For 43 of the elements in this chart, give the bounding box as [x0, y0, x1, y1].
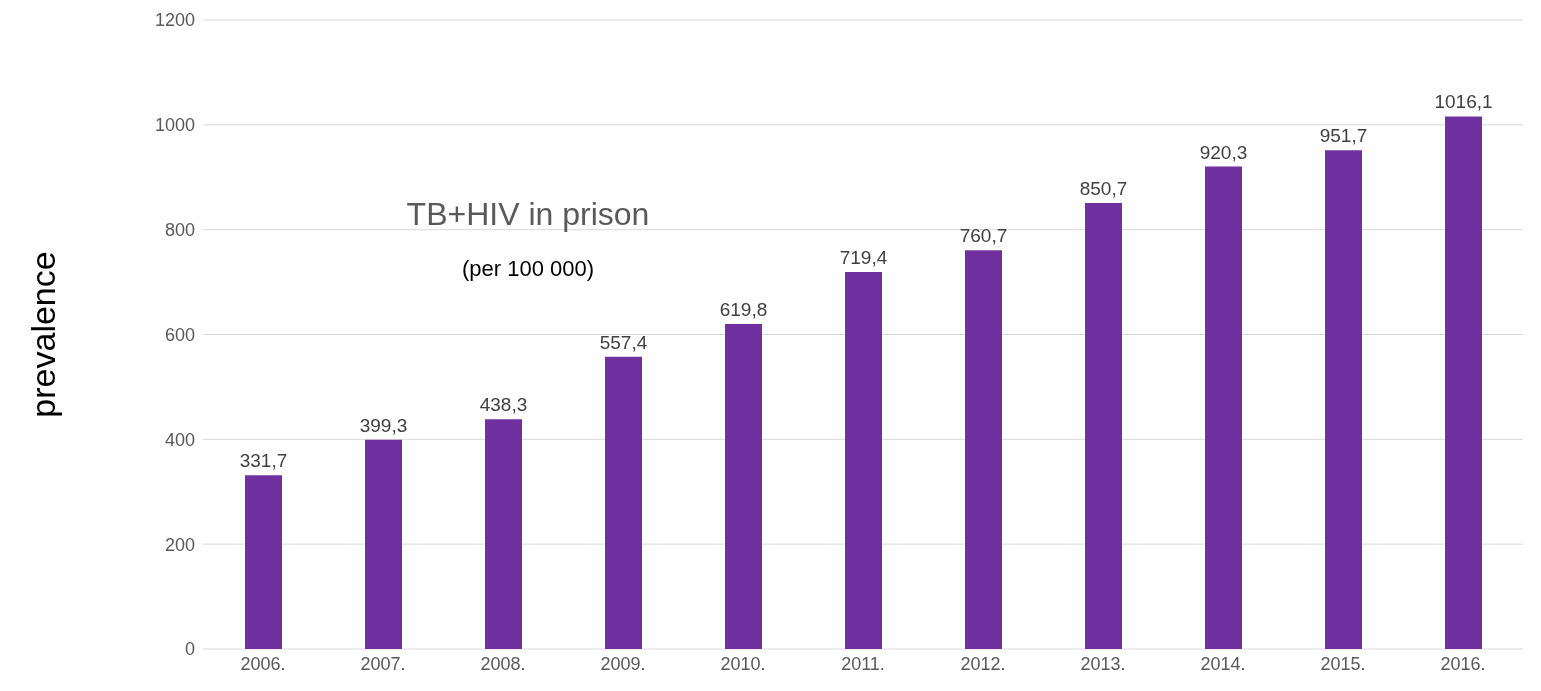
y-tick-label: 1000	[154, 115, 195, 136]
bar	[965, 250, 1002, 649]
y-tick-label: 600	[164, 324, 195, 345]
x-tick-label: 2012.	[960, 653, 1006, 674]
data-label: 1016,1	[1434, 91, 1493, 113]
text: TB+HIV in prison	[405, 196, 651, 233]
x-tick-label: 2006.	[240, 653, 286, 674]
x-tick-label: 2014.	[1200, 653, 1246, 674]
y-tick-label: 200	[164, 534, 195, 555]
bar	[845, 271, 882, 649]
data-label: 920,3	[1199, 141, 1248, 163]
data-label: 557,4	[599, 331, 648, 353]
x-tick-label: 2007.	[360, 653, 406, 674]
bar	[1445, 116, 1482, 649]
data-label: 399,3	[359, 414, 408, 436]
data-label: 331,7	[239, 450, 288, 472]
x-tick-label: 2009.	[600, 653, 646, 674]
data-label: 719,4	[839, 246, 888, 268]
data-label: 619,8	[719, 299, 768, 321]
x-tick-label: 2008.	[480, 653, 526, 674]
y-axis-title: prevalence	[24, 251, 62, 418]
data-label: 760,7	[959, 225, 1008, 247]
bar	[245, 475, 282, 649]
x-tick-label: 2015.	[1320, 653, 1366, 674]
bar	[485, 419, 522, 649]
bar	[365, 439, 402, 649]
x-tick-label: 2013.	[1080, 653, 1126, 674]
y-tick-label: 1200	[154, 10, 195, 31]
text: (per 100 000)	[460, 256, 596, 282]
bar	[1205, 166, 1242, 649]
y-tick-label: 0	[184, 639, 195, 660]
data-label: 850,7	[1079, 178, 1128, 200]
data-label: 951,7	[1319, 125, 1368, 147]
x-tick-label: 2010.	[720, 653, 766, 674]
bar	[605, 356, 642, 649]
x-tick-label: 2011.	[841, 653, 885, 674]
bar	[725, 324, 762, 649]
bar	[1325, 150, 1362, 649]
data-label: 438,3	[479, 394, 528, 416]
y-tick-label: 400	[164, 429, 195, 450]
y-tick-label: 800	[164, 220, 195, 241]
x-tick-label: 2016.	[1440, 653, 1486, 674]
bar	[1085, 203, 1122, 649]
